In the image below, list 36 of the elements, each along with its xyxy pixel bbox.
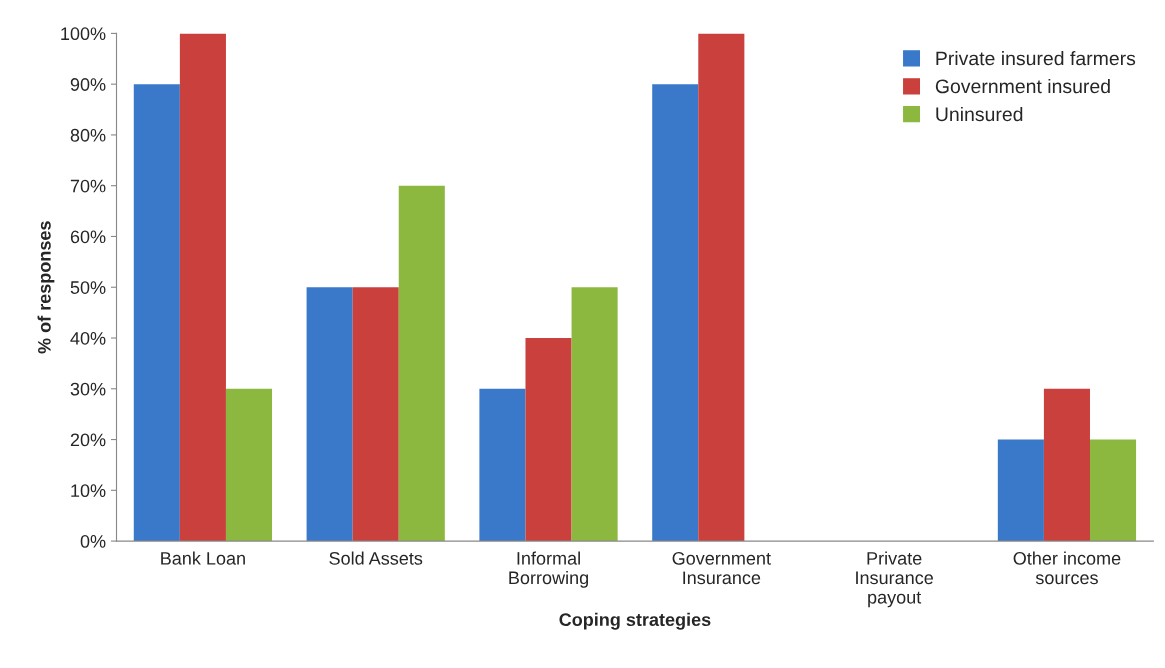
bar	[306, 287, 353, 542]
bar	[479, 388, 526, 542]
y-tick-label: 10%	[71, 484, 106, 498]
x-tick-label: Informal Borrowing	[509, 551, 588, 588]
y-tick-label: 50%	[70, 281, 106, 294]
y-axis-title: % of responses	[37, 221, 55, 354]
bar	[352, 287, 399, 542]
y-tick-label: 60%	[70, 230, 106, 244]
x-tick-label: Other income sources	[1013, 551, 1121, 585]
x-tick-label: Bank Loan	[161, 551, 245, 565]
bar	[698, 33, 745, 542]
bar	[571, 287, 618, 542]
y-tick-label: 70%	[70, 179, 106, 193]
bar	[997, 439, 1044, 542]
x-tick-label: Government Insurance	[672, 551, 771, 585]
x-tick-label: Sold Assets	[329, 551, 423, 565]
y-tick-label: 100%	[61, 27, 106, 41]
legend-label: Government insured	[935, 78, 1110, 94]
y-tick-label: 20%	[70, 433, 106, 447]
bar	[225, 388, 273, 542]
y-tick-label: 0%	[80, 535, 106, 548]
bar	[1043, 388, 1090, 542]
y-tick-label: 30%	[70, 382, 106, 396]
bar	[398, 185, 445, 542]
legend-label: Private insured farmers	[936, 51, 1136, 66]
y-tick-label: 40%	[70, 331, 106, 345]
x-tick-label: Private Insurance payout	[856, 551, 933, 608]
bar	[525, 338, 572, 542]
x-axis-title: Coping strategies	[559, 612, 711, 630]
legend-label: Uninsured	[936, 106, 1023, 122]
y-tick-label: 90%	[70, 78, 106, 91]
y-tick-label: 80%	[70, 128, 106, 142]
bar	[133, 84, 180, 542]
bar	[179, 33, 226, 542]
bar	[1089, 439, 1137, 542]
bar	[652, 84, 699, 542]
